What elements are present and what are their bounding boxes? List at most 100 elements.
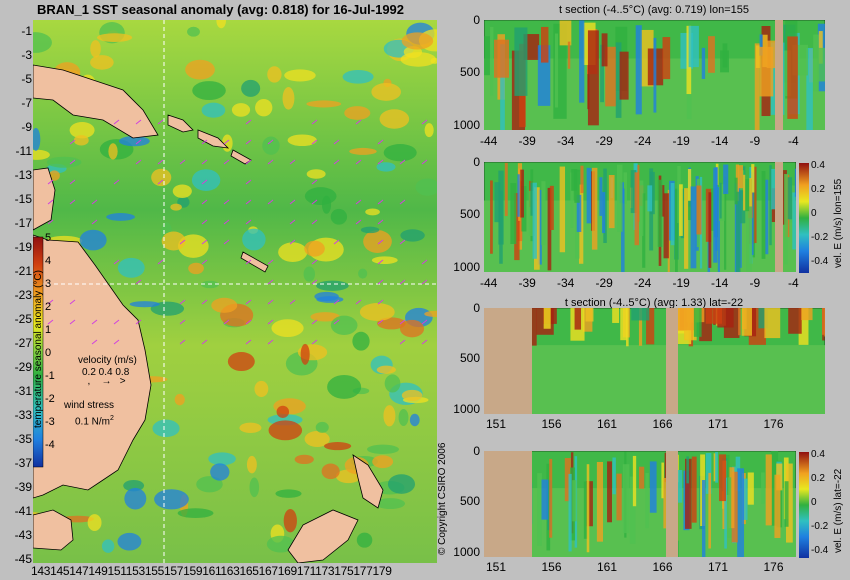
- map-y-tick: -27: [14, 336, 32, 350]
- colorbar-tick: 0: [45, 347, 52, 359]
- map-y-tick: -3: [21, 48, 32, 62]
- lat-tick: -39: [518, 134, 536, 148]
- wind-arrow: [377, 199, 384, 205]
- lon-tick: 171: [708, 560, 729, 574]
- section-cell: [691, 456, 697, 523]
- anomaly-blob: [376, 162, 396, 172]
- anomaly-blob: [178, 234, 209, 258]
- section-cell: [559, 20, 572, 46]
- section-cell: [759, 46, 774, 97]
- wind-arrow: [377, 299, 384, 305]
- section-cell: [758, 308, 768, 329]
- map-y-tick: -37: [14, 456, 32, 470]
- anomaly-blob: [117, 532, 142, 551]
- wind-arrow: [245, 339, 252, 345]
- depth-tick: 500: [459, 65, 480, 80]
- section-cell: [722, 43, 728, 68]
- anomaly-blob: [267, 66, 282, 83]
- wind-arrow: [201, 239, 208, 245]
- lat-tick: -39: [518, 276, 536, 290]
- section-cell: [764, 308, 781, 339]
- vel-colorbar-tick: -0.2: [811, 521, 829, 532]
- section-cell: [580, 165, 584, 194]
- section-cell: [514, 193, 520, 261]
- section-cell: [739, 166, 746, 224]
- anomaly-blob: [324, 442, 352, 451]
- anomaly-blob: [33, 149, 50, 160]
- anomaly-blob: [372, 455, 394, 469]
- lat-tick: -4: [788, 134, 799, 148]
- lon-tick: 166: [652, 417, 673, 431]
- anomaly-blob: [424, 123, 434, 138]
- anomaly-blob: [172, 184, 192, 198]
- anomaly-blob: [287, 134, 317, 147]
- section-cell: [484, 36, 490, 76]
- section-cell: [794, 168, 796, 197]
- section-cell: [688, 187, 692, 221]
- section-cell: [587, 30, 599, 126]
- wind-arrow: [245, 179, 252, 185]
- deep-layer: [484, 345, 825, 414]
- wind-arrow: [135, 159, 142, 165]
- lat-tick: -4: [788, 276, 799, 290]
- map-y-tick: -19: [14, 240, 32, 254]
- wind-arrow: [399, 199, 406, 205]
- australia-landmass: [33, 234, 152, 499]
- section-cell: [517, 174, 520, 217]
- wind-arrow: [157, 119, 164, 125]
- wind-arrow: [179, 339, 186, 345]
- anomaly-blob: [271, 319, 304, 338]
- section-cell: [612, 308, 620, 323]
- anomaly-blob: [201, 102, 226, 118]
- colorbar-tick: 5: [45, 232, 52, 244]
- anomaly-blob: [108, 143, 118, 160]
- wind-arrow: [421, 279, 428, 285]
- section-cell: [616, 164, 623, 232]
- lon-tick: 151: [486, 417, 507, 431]
- wind-arrow: [267, 319, 274, 325]
- section-cell: [623, 172, 628, 205]
- section-cell: [649, 461, 657, 513]
- wind-arrow: [377, 219, 384, 225]
- wind-arrow: [245, 299, 252, 305]
- wind-legend-scale: 0.1 N/m2: [75, 415, 114, 428]
- wind-arrow: [377, 139, 384, 145]
- anomaly-blob: [192, 81, 226, 101]
- section-cell: [500, 44, 505, 130]
- section-cell: [599, 177, 603, 216]
- vel-colorbar-1-label: vel. E (m/s) lon=155: [833, 178, 844, 268]
- map-y-tick: -43: [14, 528, 32, 542]
- vel-colorbar-tick: 0: [811, 497, 817, 508]
- section-cell: [677, 165, 681, 224]
- section-cell: [743, 174, 746, 211]
- wind-arrow: [355, 159, 362, 165]
- wind-arrow: [267, 299, 274, 305]
- section-cell: [780, 50, 791, 97]
- depth-tick: 1000: [453, 401, 480, 416]
- lon-tick: 176: [763, 560, 784, 574]
- section-cell: [649, 171, 655, 215]
- section-cell: [653, 37, 657, 113]
- anomaly-blob: [187, 26, 200, 37]
- section-cell: [494, 39, 509, 78]
- lon-tick: 176: [763, 417, 784, 431]
- vel-colorbar-tick: 0.2: [811, 184, 825, 195]
- section-cell: [737, 468, 745, 557]
- wind-arrow: [355, 199, 362, 205]
- colorbar-tick: -2: [45, 393, 55, 405]
- section-cell: [765, 179, 769, 255]
- section-cell: [591, 167, 598, 250]
- lon-tick: 156: [541, 417, 562, 431]
- colorbar-tick: 4: [45, 255, 52, 267]
- anomaly-blob: [379, 109, 410, 129]
- anomaly-blob: [409, 413, 420, 427]
- section-cell: [596, 461, 604, 542]
- wind-arrow: [157, 259, 164, 265]
- section-cell: [686, 456, 689, 484]
- wind-arrow: [223, 219, 230, 225]
- anomaly-blob: [249, 477, 260, 498]
- anomaly-blob: [283, 508, 297, 533]
- bathymetry-land: [775, 20, 783, 130]
- section-cell: [724, 176, 727, 270]
- lat-tick: -29: [595, 276, 613, 290]
